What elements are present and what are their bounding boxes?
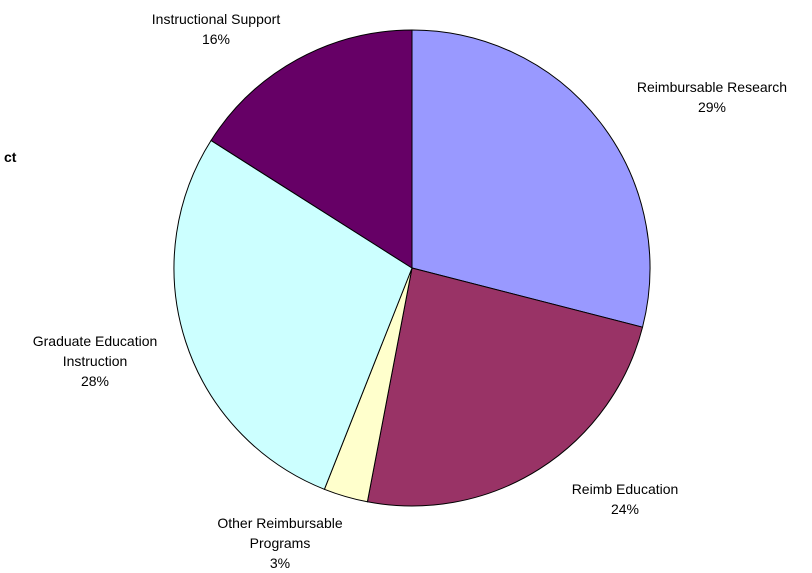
slice-percent: 28% xyxy=(81,373,109,389)
pie-slice-reimb-education xyxy=(366,267,644,507)
pie-slice-reimbursable-research xyxy=(411,29,651,328)
slice-percent: 29% xyxy=(698,99,726,115)
slice-label-other-reimbursable-programs: Other Reimbursable Programs 3% xyxy=(217,515,342,571)
slices-layer xyxy=(173,29,651,507)
slice-label-line: Reimb Education xyxy=(572,481,679,497)
slice-label-reimb-education: Reimb Education 24% xyxy=(572,481,679,517)
slice-label-line: Instruction xyxy=(63,353,128,369)
slice-label-graduate-education-instruction: Graduate Education Instruction 28% xyxy=(33,333,158,389)
pie-slice-instructional-support xyxy=(210,29,413,269)
slice-label-line: Reimbursable Research xyxy=(637,79,787,95)
clipped-side-text: ct xyxy=(4,149,17,165)
pie-slice-graduate-education-instruction xyxy=(173,139,413,490)
slice-percent: 3% xyxy=(270,555,290,571)
slice-label-line: Graduate Education xyxy=(33,333,158,349)
labels-layer: Reimbursable Research 29% Reimb Education 2… xyxy=(33,11,787,571)
slice-label-reimbursable-research: Reimbursable Research 29% xyxy=(637,79,787,115)
slice-label-line: Other Reimbursable xyxy=(217,515,342,531)
slice-percent: 16% xyxy=(202,31,230,47)
slice-label-line: Programs xyxy=(250,535,311,551)
slice-label-line: Instructional Support xyxy=(152,11,281,27)
slice-percent: 24% xyxy=(611,501,639,517)
slice-label-instructional-support: Instructional Support 16% xyxy=(152,11,281,47)
